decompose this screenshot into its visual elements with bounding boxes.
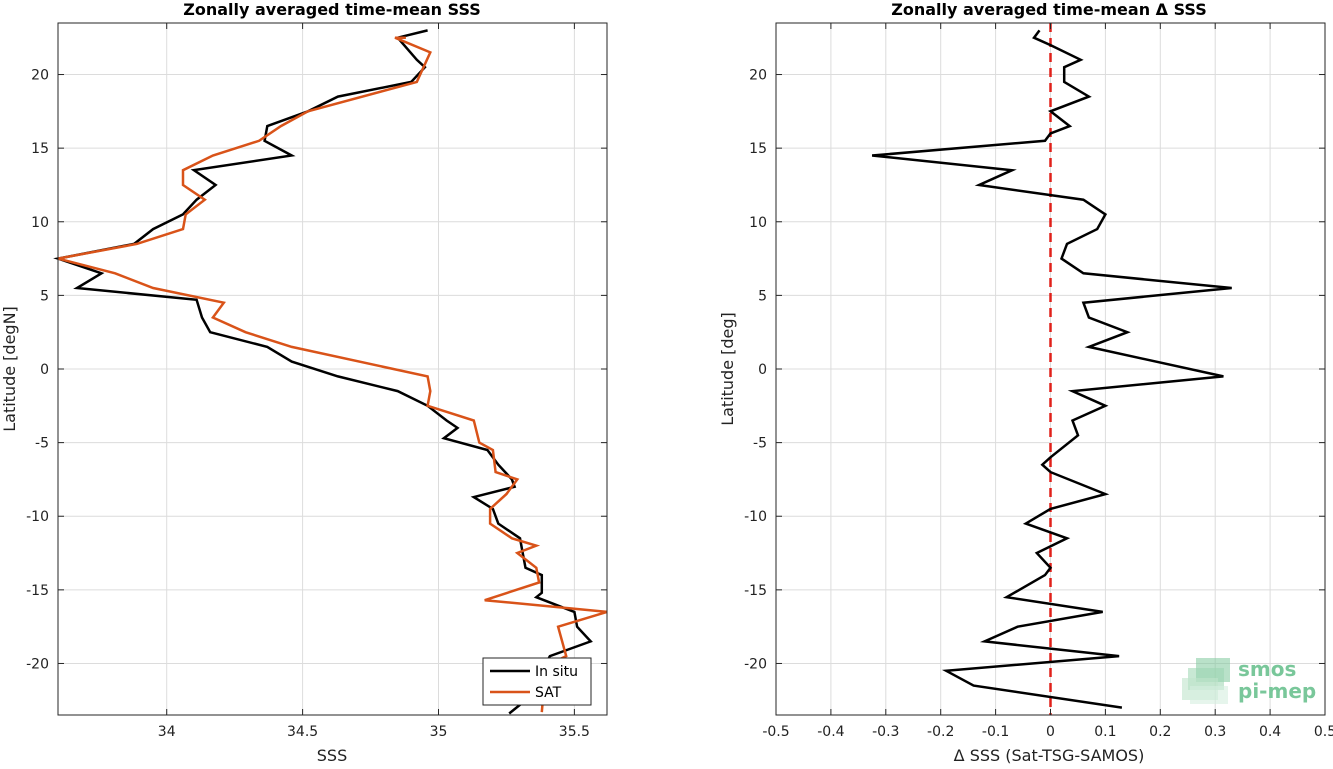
right-panel: -0.5 -0.4 -0.3 -0.2 -0.1 0 0.1 0.2 0.3 0.4 0.5 20 15… [718, 0, 1333, 765]
right-y-tick-label: -5 [753, 436, 767, 452]
logo-wave-icon [1182, 658, 1230, 704]
right-y-tick-label: -10 [744, 509, 767, 525]
legend: In situ SAT [482, 657, 592, 706]
left-series-line-sat [57, 36, 608, 713]
right-x-tick-label: 0.5 [1314, 724, 1333, 740]
left-y-tick-label: 0 [40, 362, 49, 378]
right-x-tick-label: -0.4 [817, 724, 844, 740]
right-series [871, 23, 1232, 715]
legend-in-situ-label: In situ [535, 664, 578, 680]
left-chart-title: Zonally averaged time-mean SSS [183, 0, 481, 19]
right-y-tick-label: -15 [744, 583, 767, 599]
smos-pi-mep-logo: smos pi-mep [1182, 657, 1316, 704]
logo-line-1: smos [1238, 657, 1296, 681]
left-y-tick-label: 10 [31, 215, 49, 231]
left-x-tick-label: 35 [430, 724, 448, 740]
right-x-tick-label: -0.2 [927, 724, 954, 740]
right-ticks: -0.5 -0.4 -0.3 -0.2 -0.1 0 0.1 0.2 0.3 0.4 0.5 20 15… [744, 23, 1333, 740]
right-y-tick-label: 20 [749, 68, 767, 84]
right-y-tick-label: 10 [749, 215, 767, 231]
right-y-tick-label: -20 [744, 656, 767, 672]
right-x-tick-label: 0 [1046, 724, 1055, 740]
right-chart-title: Zonally averaged time-mean Δ SSS [891, 0, 1207, 19]
left-x-tick-label: 34.5 [287, 724, 318, 740]
left-y-tick-label: 15 [31, 141, 49, 157]
left-series-line-in-situ [53, 29, 593, 715]
left-y-tick-label: -5 [35, 436, 49, 452]
right-series-line-delta-sss [871, 29, 1232, 709]
left-grid [58, 23, 607, 715]
left-y-tick-label: -20 [26, 656, 49, 672]
right-x-tick-label: 0.1 [1094, 724, 1116, 740]
left-ticks: 34 34.5 35 35.5 20 15 10 5 0 -5 -10 -15 -20 [26, 23, 607, 740]
left-x-axis-label: SSS [317, 746, 347, 765]
right-y-tick-label: 0 [758, 362, 767, 378]
right-x-tick-label: -0.5 [762, 724, 789, 740]
right-x-tick-label: 0.2 [1149, 724, 1171, 740]
right-x-tick-label: -0.1 [982, 724, 1009, 740]
left-y-tick-label: 5 [40, 288, 49, 304]
logo-line-2: pi-mep [1238, 679, 1316, 703]
right-x-tick-label: 0.4 [1259, 724, 1281, 740]
left-x-tick-label: 35.5 [559, 724, 590, 740]
right-x-axis-label: Δ SSS (Sat-TSG-SAMOS) [954, 746, 1145, 765]
left-y-tick-label: -15 [26, 583, 49, 599]
left-y-tick-label: 20 [31, 68, 49, 84]
legend-box [482, 657, 592, 706]
right-y-tick-label: 15 [749, 141, 767, 157]
left-y-tick-label: -10 [26, 509, 49, 525]
right-x-tick-label: 0.3 [1204, 724, 1226, 740]
left-y-axis-label: Latitude [degN] [0, 306, 19, 432]
left-x-tick-label: 34 [158, 724, 176, 740]
left-series [53, 29, 608, 715]
right-x-tick-label: -0.3 [872, 724, 899, 740]
right-y-axis-label: Latitude [deg] [718, 312, 737, 426]
legend-sat-label: SAT [535, 685, 562, 701]
right-y-tick-label: 5 [758, 288, 767, 304]
left-panel: 34 34.5 35 35.5 20 15 10 5 0 -5 -10 -15 -20 Zonally … [0, 0, 608, 765]
